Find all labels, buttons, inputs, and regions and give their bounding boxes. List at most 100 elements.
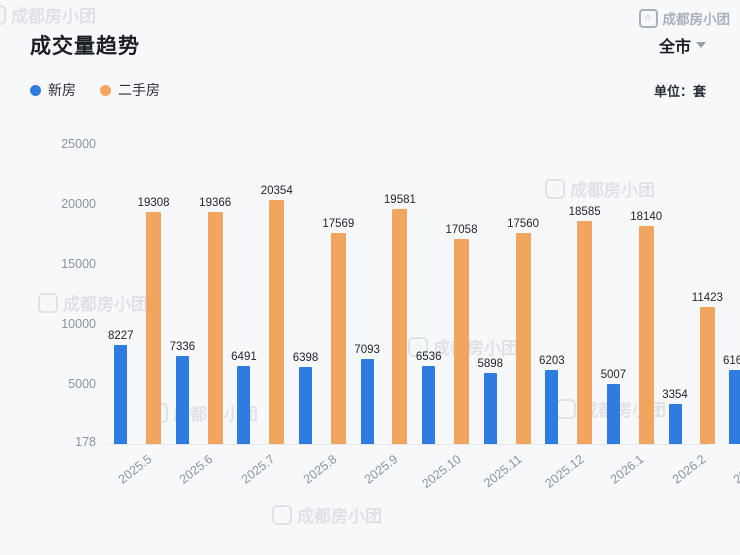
- x-axis-label: 2025.11: [481, 452, 525, 491]
- bar-group: 5898 17560 2025.11: [477, 144, 540, 490]
- watermark: ⌂ 成都房小团: [38, 290, 148, 315]
- y-axis-label: 25000: [61, 137, 96, 151]
- legend-label: 二手房: [118, 82, 160, 98]
- bar-secondhand[interactable]: [146, 212, 162, 444]
- watermark-logo-icon: ⌂: [272, 504, 292, 525]
- y-axis-label: 178: [75, 434, 96, 449]
- bar-newhome[interactable]: [237, 366, 251, 444]
- header: 成交量趋势 全市: [0, 0, 740, 60]
- bar-value-label: 17560: [507, 218, 540, 231]
- bar-newhome[interactable]: [360, 358, 374, 444]
- bar-value-label: 5007: [600, 368, 627, 381]
- region-selector[interactable]: 全市: [659, 33, 706, 57]
- watermark-logo-icon: ⌂: [38, 292, 58, 313]
- bar-newhome[interactable]: [114, 345, 128, 444]
- x-axis-label: 2025.6: [177, 452, 216, 487]
- watermark-logo-icon: ⌂: [408, 336, 428, 357]
- bar-column: 11423: [692, 292, 723, 444]
- bar-value-label: 5898: [477, 358, 504, 371]
- bar-value-label: 18140: [630, 211, 663, 224]
- bar-secondhand[interactable]: [330, 233, 346, 444]
- legend-label: 新房: [48, 82, 76, 98]
- legend-item-secondhand[interactable]: 二手房: [100, 80, 160, 100]
- bar-value-label: 18585: [568, 206, 601, 218]
- bar-newhome[interactable]: [483, 373, 497, 444]
- y-axis-label: 10000: [61, 317, 96, 331]
- bar-column: 17058: [445, 224, 477, 444]
- bar-group: 3354 11423 2026.2: [662, 144, 723, 487]
- watermark-logo-icon: ⌂: [545, 178, 565, 199]
- bar-newhome[interactable]: [606, 383, 620, 444]
- watermark-logo-icon: ⌂: [0, 4, 6, 25]
- bar-newhome[interactable]: [299, 367, 313, 444]
- x-axis-label: 2026.1: [608, 452, 647, 487]
- bar-column: 5007: [600, 368, 627, 444]
- bar-value-label: 19581: [383, 194, 416, 206]
- x-axis-label: 2025.5: [115, 452, 155, 487]
- watermark: ⌂ 成都房小团: [272, 502, 382, 527]
- bar-group: 6398 17569 2025.8: [292, 144, 355, 486]
- bar-secondhand[interactable]: [515, 233, 531, 444]
- bar-group: 6536 17058 2025.10: [415, 144, 478, 491]
- bar-value-label: 17569: [322, 218, 355, 231]
- bar-column: 3354: [662, 389, 688, 444]
- bar-column: 6165: [723, 355, 740, 444]
- page-title: 成交量趋势: [30, 35, 140, 58]
- legend-item-newhome[interactable]: 新房: [30, 80, 76, 100]
- bar-column: 6536: [415, 350, 442, 444]
- bar-column: 7093: [354, 344, 380, 444]
- bar-value-label: 6536: [415, 350, 442, 363]
- bar-group: 7336 19366 2025.6: [169, 144, 232, 487]
- bar-value-label: 19366: [199, 196, 232, 209]
- bar-value-label: 20354: [260, 184, 293, 197]
- bar-newhome[interactable]: [668, 403, 682, 444]
- plot-area: 178 5000 10000 15000 20000 25000 8227 19308 2025…: [61, 137, 740, 491]
- bar-newhome[interactable]: [545, 369, 559, 444]
- bar-value-label: 6398: [292, 352, 319, 365]
- unit-label: 单位：套: [653, 83, 706, 99]
- brand-logo-text: 成都房小团: [662, 12, 731, 27]
- bar-column: 18585: [569, 206, 601, 444]
- bar-secondhand[interactable]: [577, 221, 593, 444]
- bar-secondhand[interactable]: [453, 239, 469, 444]
- chevron-down-icon: [696, 42, 706, 48]
- legend: 新房 二手房: [30, 80, 160, 100]
- watermark: ⌂ 成都房小团: [545, 176, 655, 201]
- bar-value-label: 7336: [169, 341, 196, 353]
- bar-newhome[interactable]: [422, 365, 436, 444]
- bar-value-label: 8227: [108, 330, 134, 343]
- x-axis-label: 2025.7: [238, 452, 278, 487]
- bar-column: 6203: [539, 355, 565, 444]
- brand-logo: ⌂ 成都房小团: [638, 8, 731, 28]
- bar-group: 6165232482026.3: [723, 144, 740, 487]
- watermark-text: 成都房小团: [297, 507, 382, 526]
- x-axis-label: 2025.8: [300, 452, 340, 487]
- bar-column: 6398: [292, 352, 319, 444]
- x-axis-label: 2026.2: [669, 452, 709, 487]
- watermark-text: 成都房小团: [63, 295, 148, 314]
- y-axis-label: 20000: [61, 197, 96, 211]
- bar-secondhand[interactable]: [392, 209, 408, 444]
- bar-secondhand[interactable]: [269, 199, 285, 444]
- bar-value-label: 3354: [662, 388, 688, 401]
- bar-value-label: 19308: [137, 197, 170, 210]
- bar-value-label: 6203: [539, 354, 565, 367]
- bar-secondhand[interactable]: [699, 306, 715, 444]
- bar-secondhand[interactable]: [207, 211, 223, 444]
- bar-column: 6491: [231, 351, 257, 444]
- secondhand-color-dot: [100, 84, 111, 96]
- watermark: ⌂ 成都房小团: [0, 2, 96, 27]
- legend-row: 新房 二手房 单位：套: [0, 60, 740, 100]
- bar-newhome[interactable]: [175, 356, 189, 444]
- bar-group: 6491 20354 2025.7: [231, 144, 293, 487]
- bar-value-label: 7093: [354, 343, 380, 356]
- bar-group: 6203 18585 2025.12: [539, 144, 601, 491]
- watermark-text: 成都房小团: [570, 181, 655, 200]
- brand-logo-icon: ⌂: [638, 8, 658, 28]
- bar-newhome[interactable]: [729, 370, 740, 444]
- newhome-color-dot: [30, 84, 41, 96]
- x-axis-label: 2026.3: [730, 452, 740, 487]
- bar-secondhand[interactable]: [638, 226, 654, 444]
- y-axis-label: 15000: [61, 257, 96, 271]
